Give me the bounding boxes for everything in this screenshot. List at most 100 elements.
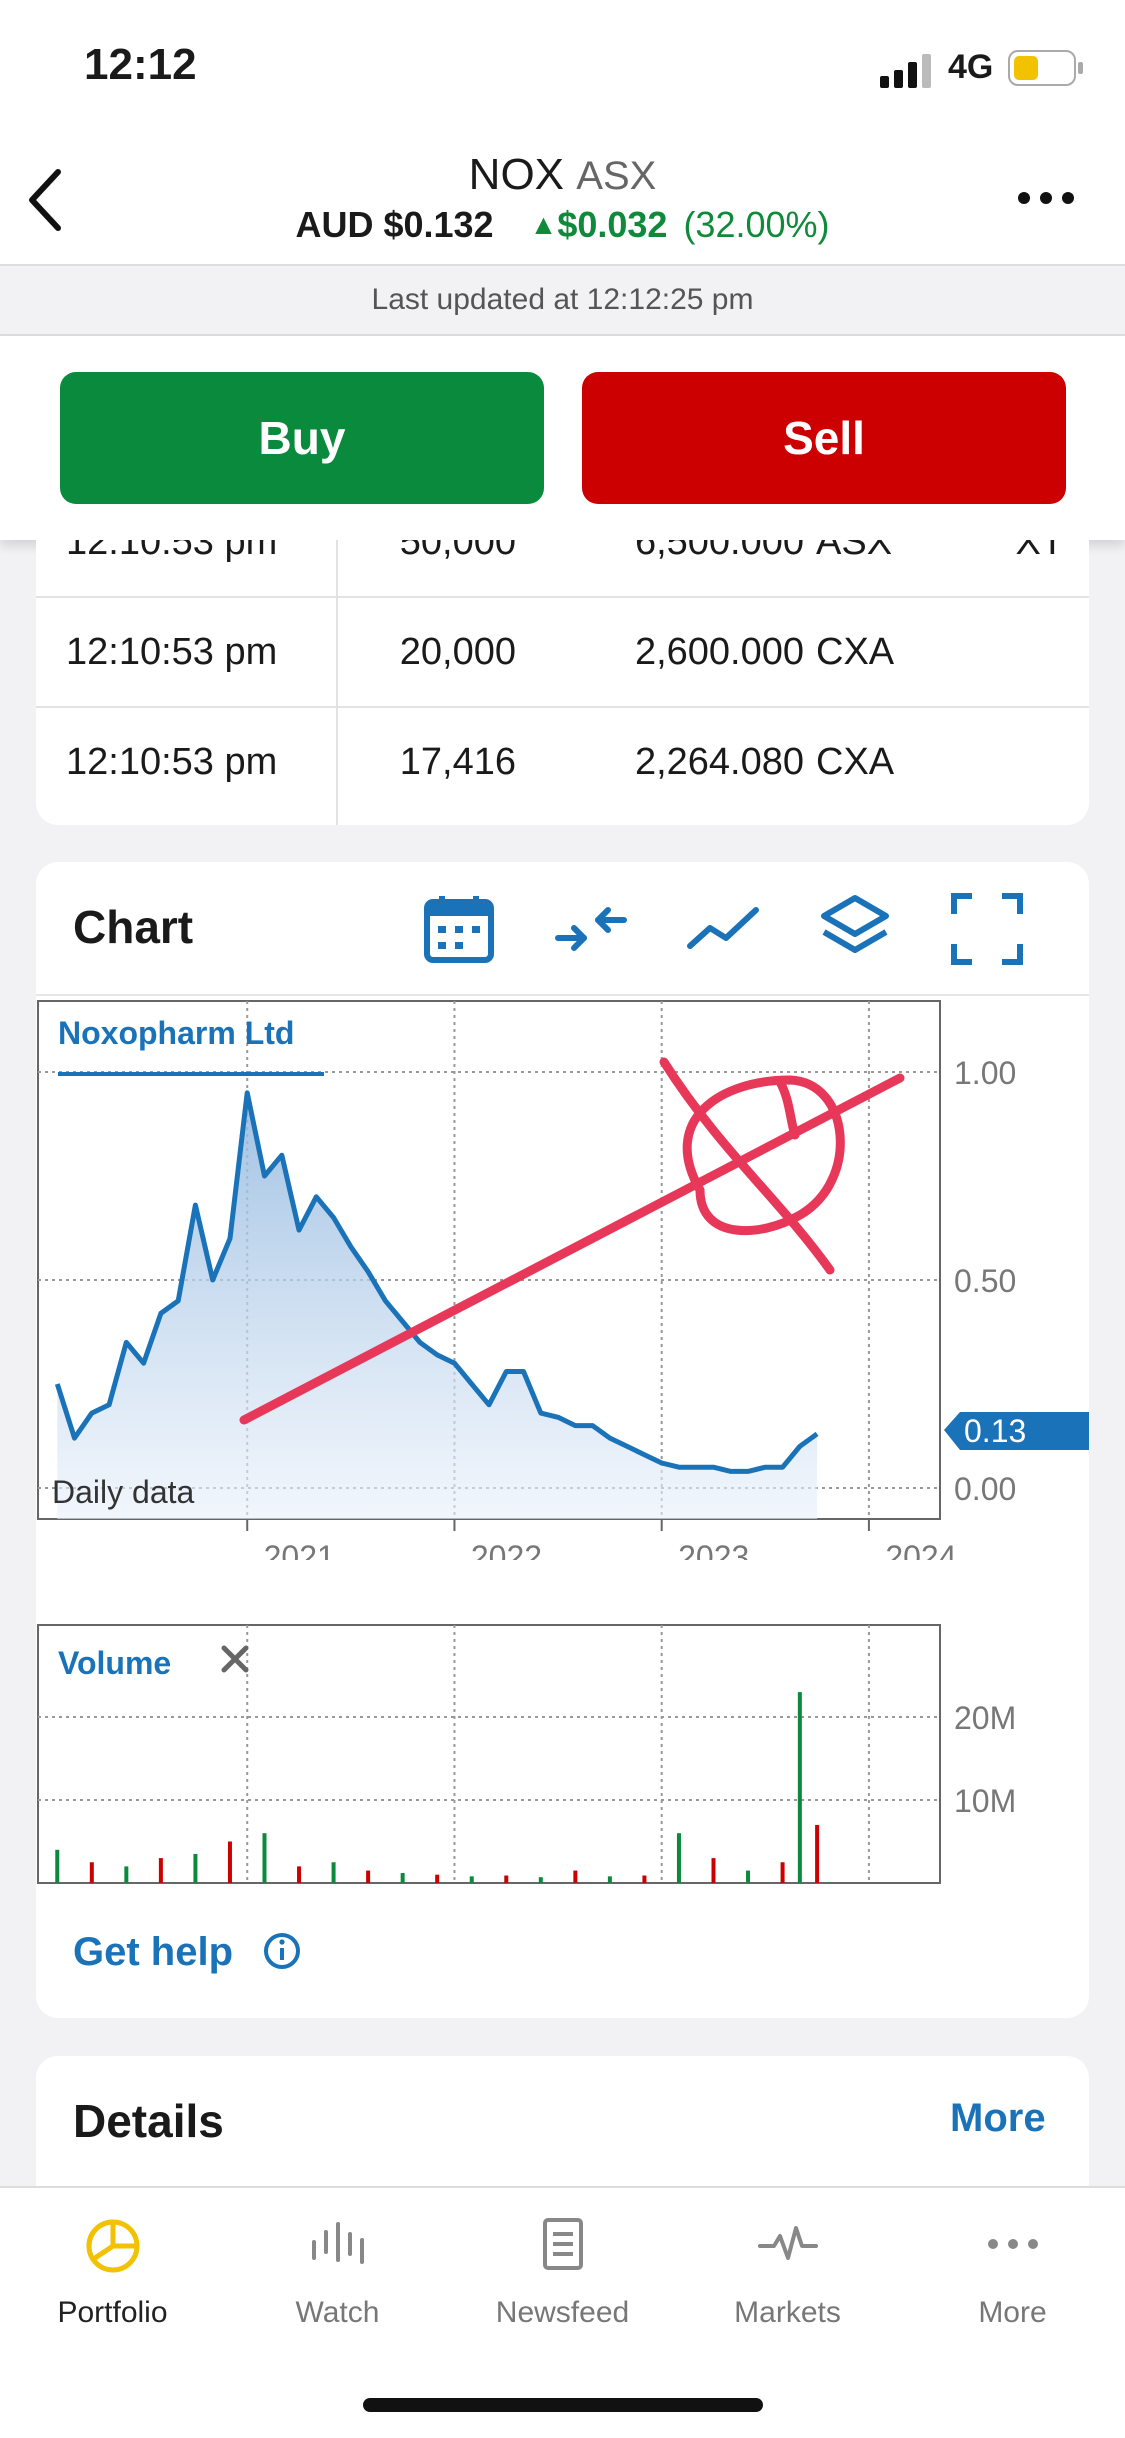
volume-bar bbox=[55, 1849, 60, 1883]
tab-label: Portfolio bbox=[57, 2296, 168, 2329]
tab-label: More bbox=[978, 2296, 1047, 2329]
x-tick-label: 2022 bbox=[471, 1539, 542, 1560]
details-more-link[interactable]: More bbox=[950, 2096, 1046, 2140]
tab-newsfeed[interactable]: Newsfeed bbox=[450, 2214, 675, 2330]
price-area-fill bbox=[57, 1092, 818, 1519]
volume-bar bbox=[642, 1875, 647, 1883]
tab-label: Newsfeed bbox=[495, 2296, 630, 2329]
tab-label: Watch bbox=[295, 2296, 380, 2329]
chart-series-label: Noxopharm Ltd bbox=[58, 1015, 294, 1051]
battery-icon bbox=[1008, 50, 1083, 86]
details-title: Details bbox=[73, 2095, 224, 2147]
volume-bar bbox=[400, 1873, 405, 1883]
close-volume-icon[interactable] bbox=[221, 1645, 249, 1673]
volume-bar bbox=[780, 1862, 785, 1883]
trade-time: 12:10:53 pm bbox=[66, 741, 278, 783]
ticker-code: NOX bbox=[468, 150, 565, 199]
volume-label: Volume bbox=[58, 1645, 171, 1681]
trade-time: 12:10:53 pm bbox=[66, 631, 278, 673]
layers-icon[interactable] bbox=[818, 892, 892, 966]
trade-value: 2,264.080 bbox=[634, 741, 804, 783]
trade-volume: 17,416 bbox=[399, 741, 516, 783]
network-type: 4G bbox=[948, 48, 994, 86]
price-change-percent: (32.00%) bbox=[683, 204, 830, 245]
x-tick-label: 2021 bbox=[264, 1539, 335, 1560]
volume-bar bbox=[797, 1692, 802, 1883]
get-help-label: Get help bbox=[73, 1930, 234, 1974]
chart-interval-label: Daily data bbox=[52, 1474, 195, 1510]
info-icon bbox=[264, 1933, 301, 1969]
trade-market: ASX bbox=[816, 540, 893, 563]
series-label-underline bbox=[58, 1072, 324, 1076]
trade-value: 2,600.000 bbox=[634, 631, 804, 673]
volume-bar bbox=[607, 1876, 612, 1883]
volume-y-tick-label: 10M bbox=[954, 1783, 1016, 1819]
fullscreen-icon[interactable] bbox=[950, 892, 1024, 966]
course-of-sales-card: 12:10:53 pm 50,000 6,500.000 ASX XT 12:1… bbox=[36, 540, 1089, 825]
last-price-marker bbox=[944, 1412, 1089, 1450]
volume-bar bbox=[469, 1876, 474, 1883]
volume-bar bbox=[366, 1870, 371, 1883]
stock-header bbox=[0, 140, 1125, 266]
hand-drawn-annotation bbox=[239, 1057, 905, 1425]
tab-more[interactable]: More bbox=[900, 2214, 1125, 2330]
calendar-icon[interactable] bbox=[422, 892, 496, 966]
price-change: ▲$0.032 bbox=[530, 204, 668, 245]
price-chart[interactable]: 2021 2022 2023 2024 1.00 0.50 0.00 Noxopharm … bbox=[0, 0, 1125, 1560]
table-row: 12:10:53 pm 50,000 6,500.000 ASX XT bbox=[36, 540, 1089, 596]
volume-bar bbox=[711, 1858, 716, 1883]
volume-bar bbox=[573, 1870, 578, 1883]
newsfeed-icon bbox=[542, 2218, 583, 2270]
tab-markets[interactable]: Markets bbox=[675, 2214, 900, 2330]
chart-title: Chart bbox=[73, 901, 194, 953]
last-price-marker-label: 0.13 bbox=[964, 1413, 1026, 1449]
y-tick-label: 0.00 bbox=[954, 1471, 1016, 1507]
volume-bar bbox=[89, 1862, 94, 1883]
status-time: 12:12 bbox=[84, 40, 197, 89]
x-tick-label: 2024 bbox=[885, 1539, 956, 1560]
last-updated: Last updated at 12:12:25 pm bbox=[0, 266, 1125, 336]
tab-portfolio[interactable]: Portfolio bbox=[0, 2214, 225, 2330]
volume-bar bbox=[676, 1833, 681, 1883]
volume-bar bbox=[262, 1833, 267, 1883]
markets-icon bbox=[757, 2226, 818, 2260]
tab-watch[interactable]: Watch bbox=[225, 2214, 450, 2330]
buy-button[interactable]: Buy bbox=[60, 372, 544, 504]
status-bar bbox=[0, 0, 1125, 140]
get-help-link[interactable]: Get help bbox=[73, 1930, 302, 1975]
trade-market: CXA bbox=[816, 741, 895, 783]
volume-bar bbox=[504, 1875, 509, 1883]
up-triangle-icon: ▲ bbox=[529, 209, 558, 240]
volume-bar bbox=[124, 1866, 129, 1883]
trade-volume: 50,000 bbox=[399, 540, 516, 563]
tab-bar bbox=[0, 2186, 1125, 2438]
trade-time: 12:10:53 pm bbox=[66, 540, 278, 563]
volume-plot-frame bbox=[37, 1624, 941, 1884]
volume-bar bbox=[331, 1862, 336, 1883]
price-line bbox=[54, 1090, 819, 1474]
trade-condition: XT bbox=[1015, 540, 1064, 563]
volume-bar bbox=[227, 1841, 232, 1883]
table-row: 12:10:53 pm 17,416 2,264.080 CXA bbox=[36, 708, 1089, 816]
more-options-icon[interactable] bbox=[1016, 190, 1076, 206]
volume-y-tick-label: 20M bbox=[954, 1700, 1016, 1736]
compare-icon[interactable] bbox=[554, 892, 628, 966]
sell-button[interactable]: Sell bbox=[582, 372, 1066, 504]
y-tick-label: 1.00 bbox=[954, 1055, 1016, 1091]
volume-bar bbox=[435, 1874, 440, 1883]
price-change-value: $0.032 bbox=[557, 204, 668, 245]
trade-market: CXA bbox=[816, 631, 895, 673]
home-indicator bbox=[363, 2398, 763, 2412]
volume-chart[interactable]: 20M 10M Volume bbox=[0, 0, 1125, 1900]
y-tick-label: 0.50 bbox=[954, 1263, 1016, 1299]
more-dots-icon bbox=[987, 2239, 1038, 2249]
exchange-code: ASX bbox=[576, 154, 657, 198]
volume-bar bbox=[158, 1858, 163, 1883]
back-chevron-icon[interactable] bbox=[26, 168, 66, 232]
indicator-line-icon[interactable] bbox=[686, 892, 760, 966]
chart-divider bbox=[36, 994, 1089, 996]
volume-bar bbox=[746, 1870, 751, 1883]
volume-bar bbox=[297, 1866, 302, 1883]
trade-value: 6,500.000 bbox=[634, 540, 804, 563]
stock-title: NOX ASX bbox=[0, 150, 1125, 200]
